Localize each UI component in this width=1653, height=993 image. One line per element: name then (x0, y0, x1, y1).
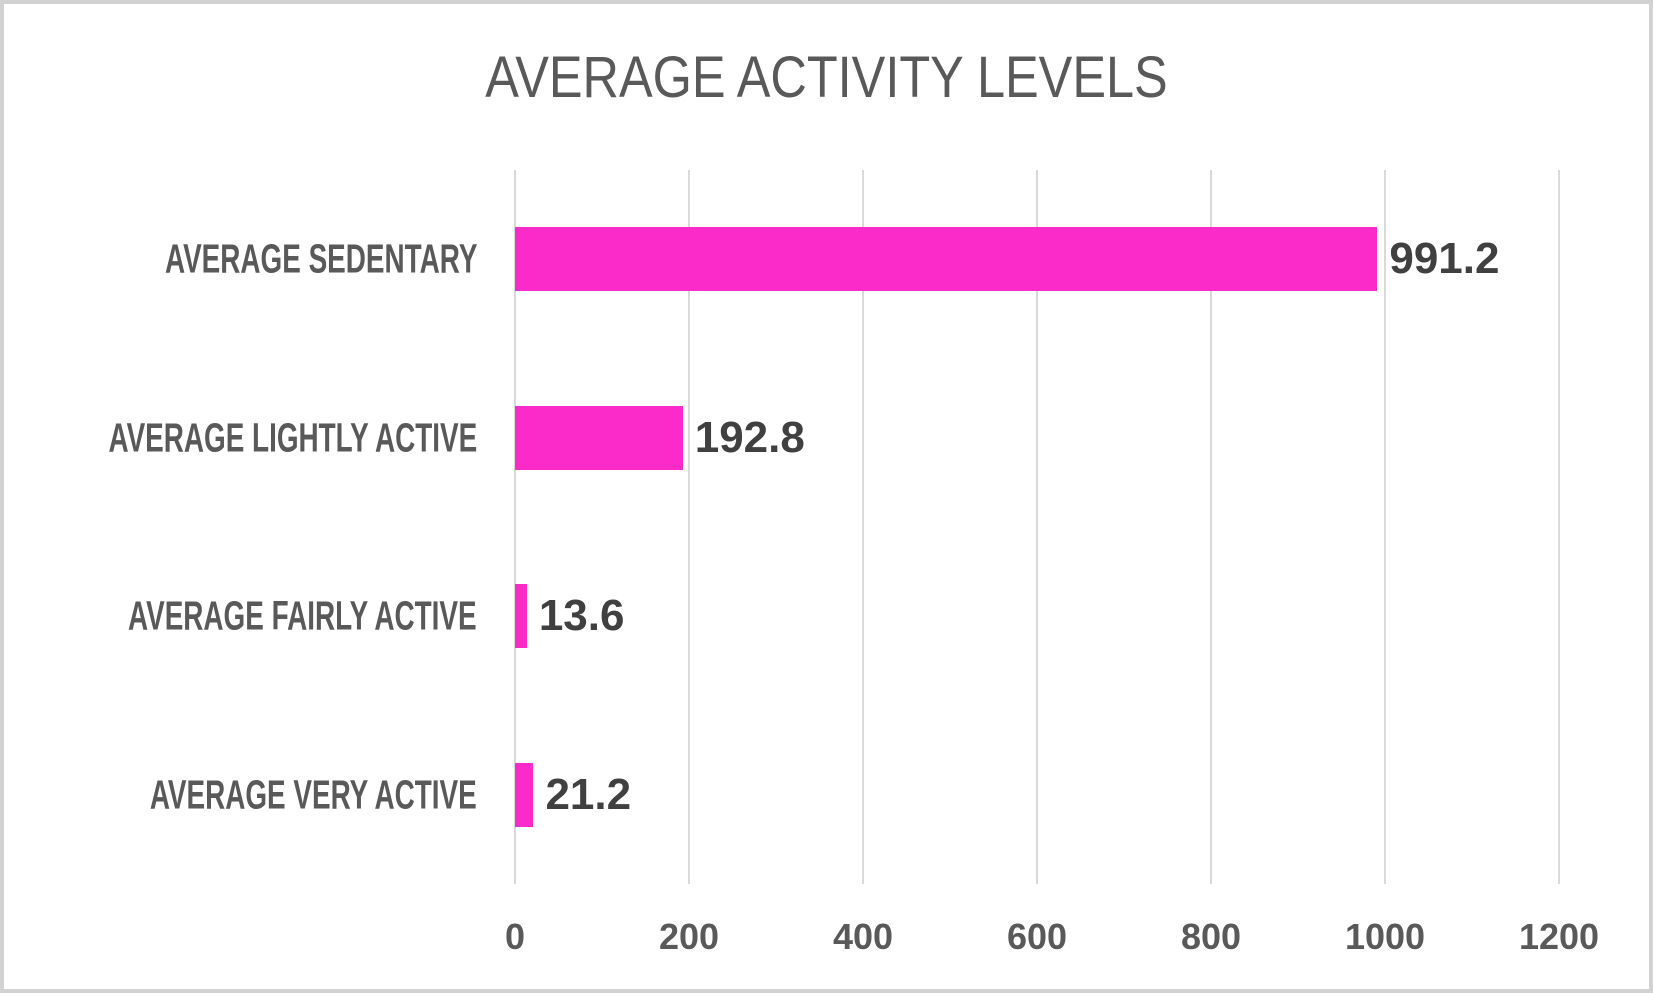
bar-value-label: 21.2 (545, 769, 632, 819)
bar-value-label: 13.6 (538, 591, 625, 641)
bar (515, 584, 527, 649)
x-tick-label: 200 (658, 916, 720, 958)
bar (515, 762, 534, 827)
x-tick-label: 1000 (1344, 916, 1426, 958)
x-tick-label: 400 (832, 916, 894, 958)
x-tick-label: 1200 (1518, 916, 1600, 958)
gridline (1384, 170, 1386, 884)
plot-area (514, 170, 1560, 884)
chart-title: AVERAGE ACTIVITY LEVELS (485, 45, 1168, 110)
bar (515, 227, 1378, 292)
gridline (862, 170, 864, 884)
x-tick-label: 0 (504, 916, 526, 958)
bar-value-label: 192.8 (694, 412, 805, 462)
gridline (1036, 170, 1038, 884)
x-tick-label: 600 (1006, 916, 1068, 958)
gridline (514, 170, 516, 884)
category-label: AVERAGE VERY ACTIVE (150, 771, 477, 818)
x-tick-label: 800 (1180, 916, 1242, 958)
bar (515, 405, 683, 470)
category-label: AVERAGE FAIRLY ACTIVE (128, 592, 477, 639)
gridline (1210, 170, 1212, 884)
gridline (1558, 170, 1560, 884)
bar-value-label: 991.2 (1389, 234, 1500, 284)
category-label: AVERAGE LIGHTLY ACTIVE (108, 414, 477, 461)
gridline (688, 170, 690, 884)
category-label: AVERAGE SEDENTARY (164, 235, 477, 282)
